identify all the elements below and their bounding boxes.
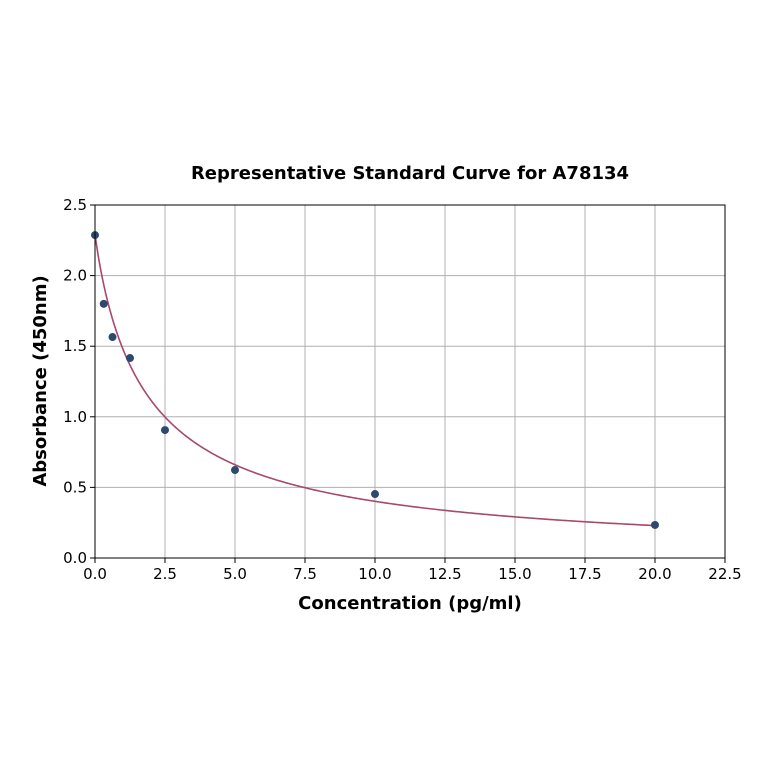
y-tick-label: 1.5 <box>63 337 87 355</box>
data-point <box>99 299 108 308</box>
x-tick-label: 22.5 <box>708 565 741 583</box>
y-tick-label: 2.0 <box>63 267 87 285</box>
x-tick-label: 12.5 <box>428 565 461 583</box>
data-points <box>91 231 659 529</box>
y-tick-label: 0.5 <box>63 478 87 496</box>
x-tick-label: 0.0 <box>83 565 107 583</box>
plot-frame <box>94 204 726 559</box>
data-point <box>371 490 379 499</box>
data-point <box>231 466 239 475</box>
grid <box>94 204 726 559</box>
y-axis-ticks: 0.0 0.5 1.0 1.5 2.0 2.5 <box>63 196 95 567</box>
data-point <box>651 520 659 529</box>
x-tick-label: 5.0 <box>223 565 247 583</box>
y-tick-label: 0.0 <box>63 549 87 567</box>
data-point <box>108 333 117 342</box>
chart-title: Representative Standard Curve for A78134 <box>191 163 629 184</box>
x-tick-label: 20.0 <box>638 565 671 583</box>
y-axis-label: Absorbance (450nm) <box>30 275 51 486</box>
x-tick-label: 15.0 <box>498 565 531 583</box>
x-tick-label: 2.5 <box>153 565 177 583</box>
x-tick-label: 17.5 <box>568 565 601 583</box>
x-tick-label: 7.5 <box>293 565 317 583</box>
data-point <box>126 354 134 363</box>
y-tick-label: 1.0 <box>63 408 87 426</box>
fitted-curve <box>94 233 656 527</box>
y-tick-label: 2.5 <box>63 196 87 214</box>
x-axis-ticks: 0.0 2.5 5.0 7.5 10.0 12.5 15.0 17.5 20.0 22.5 <box>83 558 742 583</box>
data-point <box>161 426 169 435</box>
x-tick-label: 10.0 <box>358 565 391 583</box>
x-axis-label: Concentration (pg/ml) <box>298 593 522 614</box>
